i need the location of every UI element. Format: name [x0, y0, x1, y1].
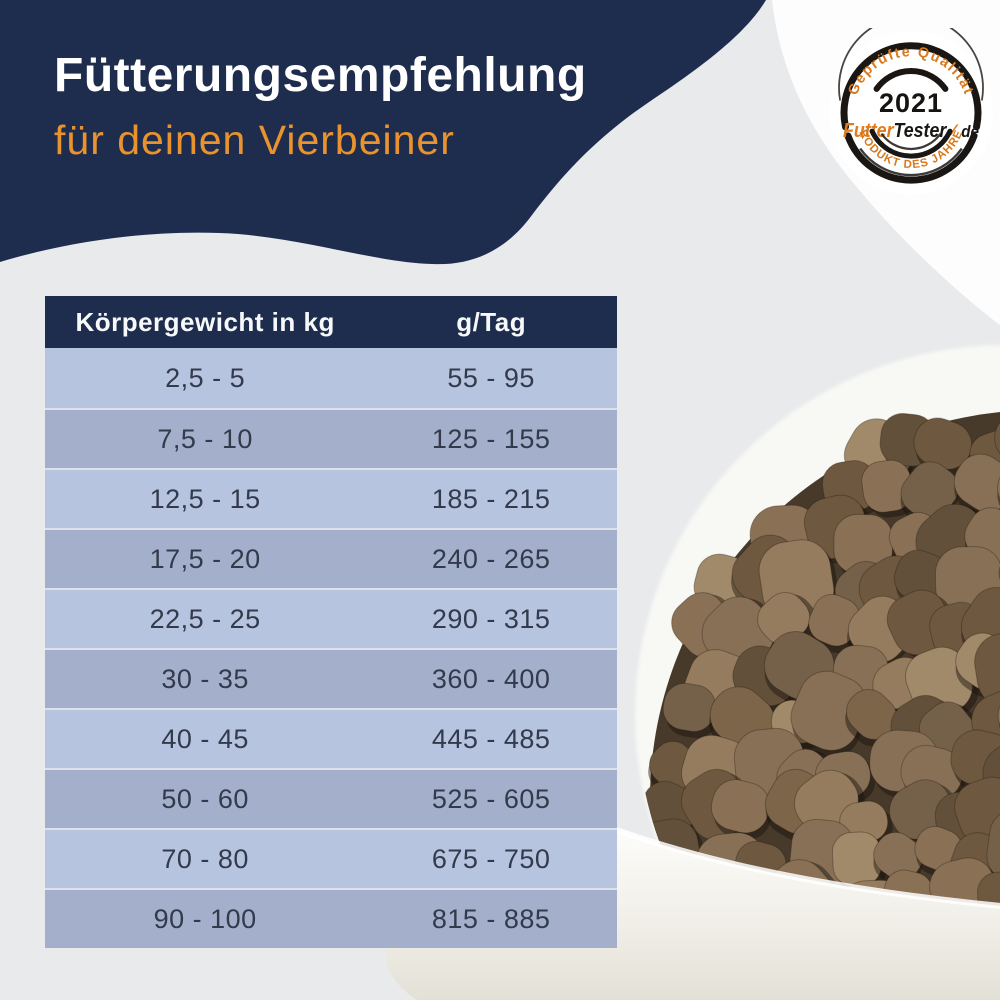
- badge-year: 2021: [879, 88, 943, 118]
- table-cell: 17,5 - 20: [149, 543, 261, 574]
- table-row: 22,5 - 25 290 - 315: [45, 588, 617, 648]
- page-title: Fütterungsempfehlung: [54, 49, 587, 102]
- kibble-bowl-photo: [386, 345, 1000, 1000]
- table-cell: 22,5 - 25: [149, 603, 261, 634]
- badge-outer-ring-top: [840, 42, 982, 131]
- column-header-weight: Körpergewicht in kg: [75, 306, 335, 337]
- table-cell: 40 - 45: [161, 723, 249, 754]
- badge-outer-ring-bottom: [844, 132, 978, 184]
- kibble-pile: [637, 402, 1000, 991]
- badge-outer-ring-accent-top: [838, 28, 984, 101]
- navy-wave-shape: [0, 0, 766, 265]
- futtertester-award-badge: Geprüfte Qualität 2021 FutterTester✓de P…: [826, 28, 993, 195]
- badge-outer-ring-accent-bottom: [859, 147, 963, 177]
- table-cell: 815 - 885: [431, 903, 551, 934]
- kibble-piece: [808, 593, 861, 654]
- badge-brand-futter: Futter: [843, 120, 895, 142]
- table-row: 7,5 - 10 125 - 155: [45, 408, 617, 468]
- table-cell: 70 - 80: [161, 843, 249, 874]
- kibble-piece: [710, 779, 772, 840]
- table-cell: 55 - 95: [447, 362, 535, 393]
- badge-year-arc: [873, 68, 949, 92]
- badge-brand-tester: Tester: [894, 120, 948, 142]
- badge-inner-arc: [869, 128, 953, 159]
- table-cell: 7,5 - 10: [157, 423, 253, 454]
- table-row: 40 - 45 445 - 485: [45, 708, 617, 768]
- table-cell: 12,5 - 15: [149, 483, 261, 514]
- badge-brand-de: de: [961, 122, 979, 141]
- kibble-piece: [953, 453, 1000, 520]
- column-header-grams: g/Tag: [456, 306, 527, 337]
- headline-block: Fütterungsempfehlung für deinen Vierbein…: [54, 49, 587, 164]
- table-cell: 445 - 485: [431, 723, 551, 754]
- table-cell: 240 - 265: [431, 543, 551, 574]
- table-row: 70 - 80 675 - 750: [45, 828, 617, 888]
- table-row: 50 - 60 525 - 605: [45, 768, 617, 828]
- kibble-piece: [831, 831, 886, 892]
- kibble-piece: [986, 808, 1000, 891]
- table-cell: 90 - 100: [153, 903, 257, 934]
- badge-background: [829, 31, 993, 195]
- table-cell: 30 - 35: [161, 663, 249, 694]
- feeding-table: Körpergewicht in kg g/Tag 2,5 - 5 55 - 95…: [45, 296, 617, 948]
- badge-inner-arc-accent: [880, 132, 942, 151]
- table-row: 30 - 35 360 - 400: [45, 648, 617, 708]
- kibble-piece: [662, 682, 719, 739]
- kibble-piece: [839, 800, 893, 849]
- table-row: 17,5 - 20 240 - 265: [45, 528, 617, 588]
- table-cell: 360 - 400: [431, 663, 551, 694]
- table-cell: 525 - 605: [431, 783, 551, 814]
- table-row: 12,5 - 15 185 - 215: [45, 468, 617, 528]
- bowl-front-rim-highlight: [583, 815, 1000, 909]
- table-header-row: Körpergewicht in kg g/Tag: [45, 296, 617, 348]
- kibble-piece: [790, 670, 869, 758]
- table-cell: 675 - 750: [431, 843, 551, 874]
- table-cell: 50 - 60: [161, 783, 249, 814]
- badge-checkmark-icon: ✓: [946, 120, 961, 142]
- table-row: 2,5 - 5 55 - 95: [45, 348, 617, 408]
- table-body: 2,5 - 5 55 - 95 7,5 - 10 125 - 155 12,5 - 15…: [45, 348, 617, 948]
- table-cell: 185 - 215: [431, 483, 551, 514]
- badge-brand: FutterTester✓de: [843, 120, 979, 142]
- table-cell: 290 - 315: [431, 603, 551, 634]
- table-row: 90 - 100 815 - 885: [45, 888, 617, 948]
- table-cell: 125 - 155: [431, 423, 551, 454]
- table-cell: 2,5 - 5: [165, 362, 246, 393]
- page-subtitle: für deinen Vierbeiner: [54, 116, 455, 163]
